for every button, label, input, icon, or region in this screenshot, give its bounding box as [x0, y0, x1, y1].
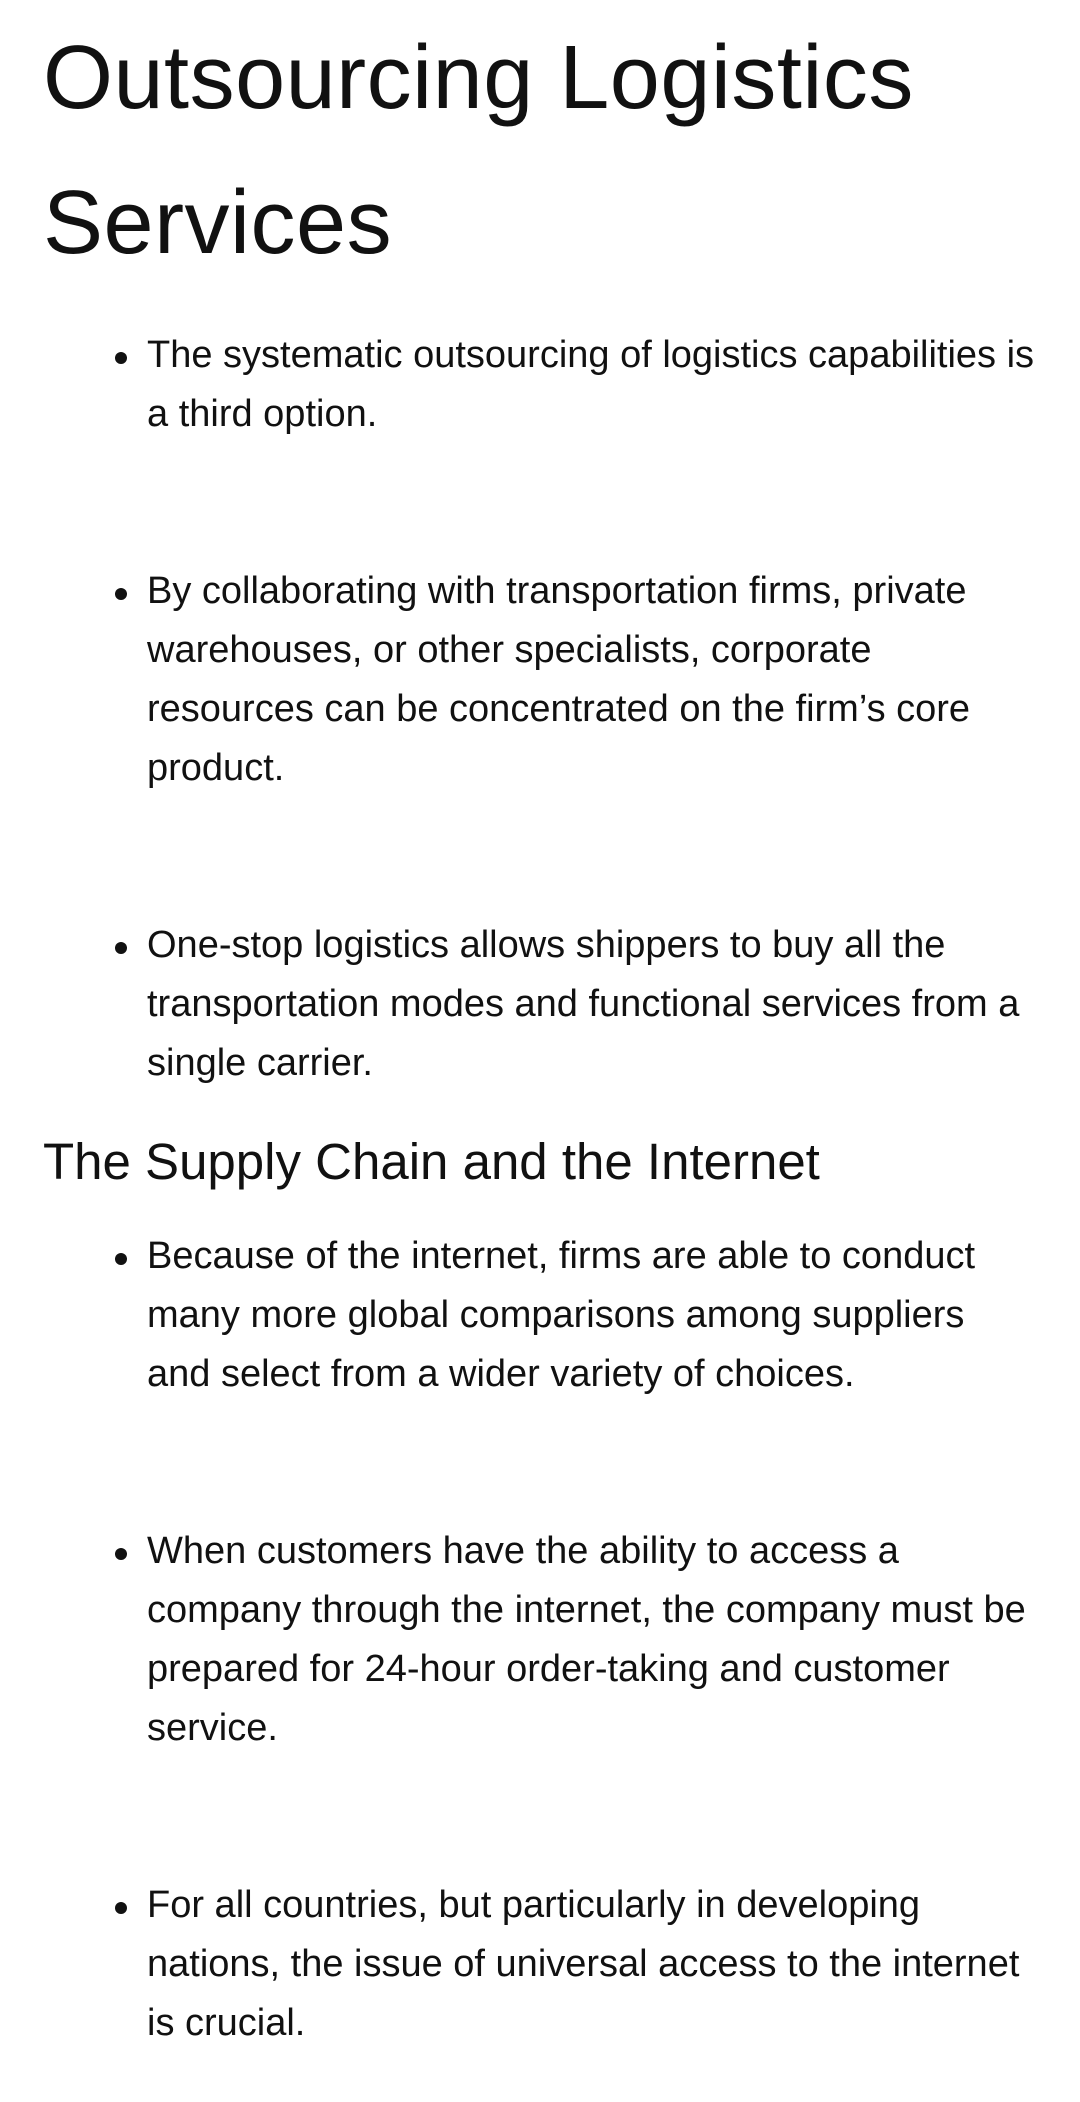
bullet-icon — [115, 1902, 127, 1914]
list-item-text: The systematic outsourcing of logistics … — [147, 334, 1035, 435]
bullet-icon — [115, 352, 127, 364]
bullet-icon — [115, 942, 127, 954]
list-item-text: One-stop logistics allows shippers to bu… — [147, 924, 1020, 1084]
bullet-icon — [115, 1548, 127, 1560]
list-item: One-stop logistics allows shippers to bu… — [43, 916, 1037, 1093]
list-item: Because of the internet, firms are able … — [43, 1227, 1037, 1404]
list-item-text: By collaborating with transportation fir… — [147, 570, 971, 789]
bullet-icon — [115, 588, 127, 600]
list-item-text: When customers have the ability to acces… — [147, 1530, 1026, 1749]
section-heading-supply-chain: The Supply Chain and the Internet — [43, 1133, 820, 1190]
list-item-text: For all countries, but particularly in d… — [147, 1884, 1020, 2044]
section-heading-outsourcing: Outsourcing Logistics Services — [43, 28, 914, 273]
bullet-icon — [115, 1253, 127, 1265]
list-item-text: Because of the internet, firms are able … — [147, 1235, 976, 1395]
list-item: When customers have the ability to acces… — [43, 1522, 1037, 1758]
list-item: The systematic outsourcing of logistics … — [43, 326, 1037, 444]
bullet-list: Because of the internet, firms are able … — [43, 1227, 1037, 2053]
list-item: For all countries, but particularly in d… — [43, 1876, 1037, 2053]
list-item: By collaborating with transportation fir… — [43, 562, 1037, 798]
bullet-list: The systematic outsourcing of logistics … — [43, 326, 1037, 1093]
